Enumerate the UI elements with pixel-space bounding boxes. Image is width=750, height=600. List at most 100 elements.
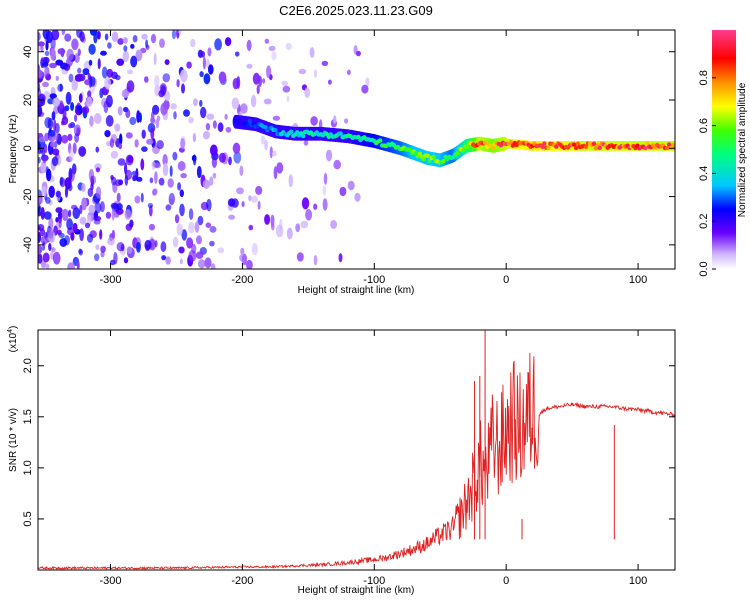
spectrogram-noise-cell xyxy=(116,242,125,252)
colorbar-label: Normalized spectral amplitude xyxy=(737,82,748,217)
colorbar-tick-label: 0.4 xyxy=(698,166,710,181)
spectrogram-noise-cell xyxy=(305,209,313,221)
spectrogram-noise-cell xyxy=(115,74,121,81)
spectrogram-noise-cell xyxy=(273,166,278,180)
spectrogram-noise-cell xyxy=(298,68,307,75)
spectrogram-noise-cell xyxy=(141,129,146,139)
spectrogram-noise-cell xyxy=(40,207,45,220)
spectrogram-noise-cell xyxy=(48,129,56,137)
spectrogram-noise-cell xyxy=(195,251,204,259)
spectrogram-noise-cell xyxy=(38,253,43,264)
x-tick-label: -100 xyxy=(363,575,385,587)
spectrogram-noise-cell xyxy=(160,102,168,116)
spectrogram-noise-cell xyxy=(260,135,266,145)
spectrogram-noise-cell xyxy=(198,259,206,269)
spectrogram-noise-cell xyxy=(178,30,182,35)
spectrogram-noise-cell xyxy=(76,30,83,38)
spectrogram-noise-cell xyxy=(78,93,83,103)
spectrogram-ridge-cell xyxy=(540,144,545,150)
spectrogram-noise-cell xyxy=(55,217,59,223)
spectrogram-noise-cell xyxy=(162,163,169,176)
spectrogram-noise-cell xyxy=(40,235,49,245)
spectrogram-noise-cell xyxy=(88,43,96,55)
spectrogram-noise-cell xyxy=(124,209,132,220)
spectrogram-noise-cell xyxy=(314,69,317,78)
spectrogram-noise-cell xyxy=(111,176,117,186)
spectrogram-noise-cell xyxy=(110,150,119,159)
spectrogram-noise-cell xyxy=(236,187,244,195)
spectrogram-noise-cell xyxy=(116,203,123,210)
spectrogram-noise-cell xyxy=(138,112,142,123)
snr-panel: -300 -200 -100 0 100 0.5 1.0 1.5 2.0 Height of … xyxy=(7,326,676,596)
snr-y-ticks: 0.5 1.0 1.5 2.0 xyxy=(22,358,675,527)
spectrogram-noise-cell xyxy=(333,115,337,124)
spectrogram-noise-cell xyxy=(68,167,73,181)
spectrogram-ridge-cell xyxy=(597,145,602,151)
spectrogram-noise-cell xyxy=(126,246,133,254)
spectrogram-ridge-cell xyxy=(421,156,426,162)
spectrogram-ridge-cell xyxy=(508,139,513,145)
spectrogram-noise-cell xyxy=(206,198,212,212)
spectrogram-noise-cell xyxy=(239,165,244,176)
x-tick-label: 100 xyxy=(629,274,647,286)
spectrogram-noise-cell xyxy=(339,186,347,197)
spectrogram-noise-cell xyxy=(132,35,138,43)
spectrogram-noise-cell xyxy=(38,143,42,155)
spectrogram-noise-cell xyxy=(38,87,42,101)
spectrogram-noise-cell xyxy=(115,179,122,187)
spectrogram-noise-cell xyxy=(65,91,72,105)
spectrogram-noise-cell xyxy=(333,159,342,170)
spectrogram-noise-cell xyxy=(203,73,211,85)
spectrogram-noise-cell xyxy=(47,117,54,130)
spectrogram-noise-cell xyxy=(50,48,56,61)
spectrogram-noise-cell xyxy=(240,247,245,255)
spectrogram-noise-cell xyxy=(214,38,223,51)
spectrogram-noise-cell xyxy=(100,50,107,56)
spectrogram-noise-cell xyxy=(355,50,361,57)
spectrogram-noise-cell xyxy=(99,201,105,213)
spectrogram-noise-cell xyxy=(79,216,87,225)
spectrogram-noise-cell xyxy=(68,123,73,129)
spectrogram-noise-cell xyxy=(193,154,197,166)
spectrogram-noise-cell xyxy=(155,118,160,129)
spectrogram-noise-cell xyxy=(192,133,197,143)
spectrogram-noise-cell xyxy=(152,104,160,115)
spectrogram-noise-cell xyxy=(295,223,301,233)
spectrogram-noise-cell xyxy=(117,158,126,166)
spectrogram-ridge-cell xyxy=(542,141,547,146)
y-tick-label: 1.5 xyxy=(22,409,34,424)
spectrogram-noise-cell xyxy=(86,96,93,107)
spectrogram-ridge-cell xyxy=(338,131,343,136)
spectrogram-noise-cell xyxy=(61,208,69,221)
spectrogram-noise-cell xyxy=(61,116,69,126)
spectrogram-noise-cell xyxy=(153,52,157,66)
spectrogram-ridge-cell xyxy=(431,154,436,160)
spectrogram-noise-cell xyxy=(50,141,56,148)
spectrogram-noise-cell xyxy=(124,174,129,186)
spectrogram-noise-cell xyxy=(49,62,57,69)
spectrogram-noise-cell xyxy=(303,140,309,146)
spectrogram-ridge-cell xyxy=(490,145,496,151)
snr-plot-area xyxy=(38,330,675,570)
spectrogram-ridge-cell xyxy=(247,118,252,124)
spectrogram-noise-cell xyxy=(160,241,167,253)
spectrogram-noise-cell xyxy=(286,227,293,240)
x-tick-label: -300 xyxy=(100,575,122,587)
spectrogram-noise-cell xyxy=(72,207,81,220)
spectrogram-noise-cell xyxy=(81,197,87,211)
spectrogram-noise-cell xyxy=(258,75,262,87)
spectrogram-noise-cell xyxy=(70,232,75,241)
spectrogram-noise-cell xyxy=(59,100,64,109)
spectrogram-noise-cell xyxy=(82,68,90,76)
spectrogram-noise-cell xyxy=(130,55,138,68)
spectrogram-noise-cell xyxy=(82,106,90,115)
spectrogram-noise-cell xyxy=(109,138,115,148)
spectrogram-noise-cell xyxy=(76,127,81,137)
snr-x-ticks: -300 -200 -100 0 100 xyxy=(100,330,647,587)
spectrogram-noise-cell xyxy=(42,81,49,88)
spectrogram-noise-cell xyxy=(38,157,41,164)
spectrogram-noise-cell xyxy=(186,237,194,249)
spectrogram-noise-cell xyxy=(141,146,148,152)
spectrogram-noise-cell xyxy=(41,147,46,157)
spectrogram-noise-cell xyxy=(79,204,83,215)
